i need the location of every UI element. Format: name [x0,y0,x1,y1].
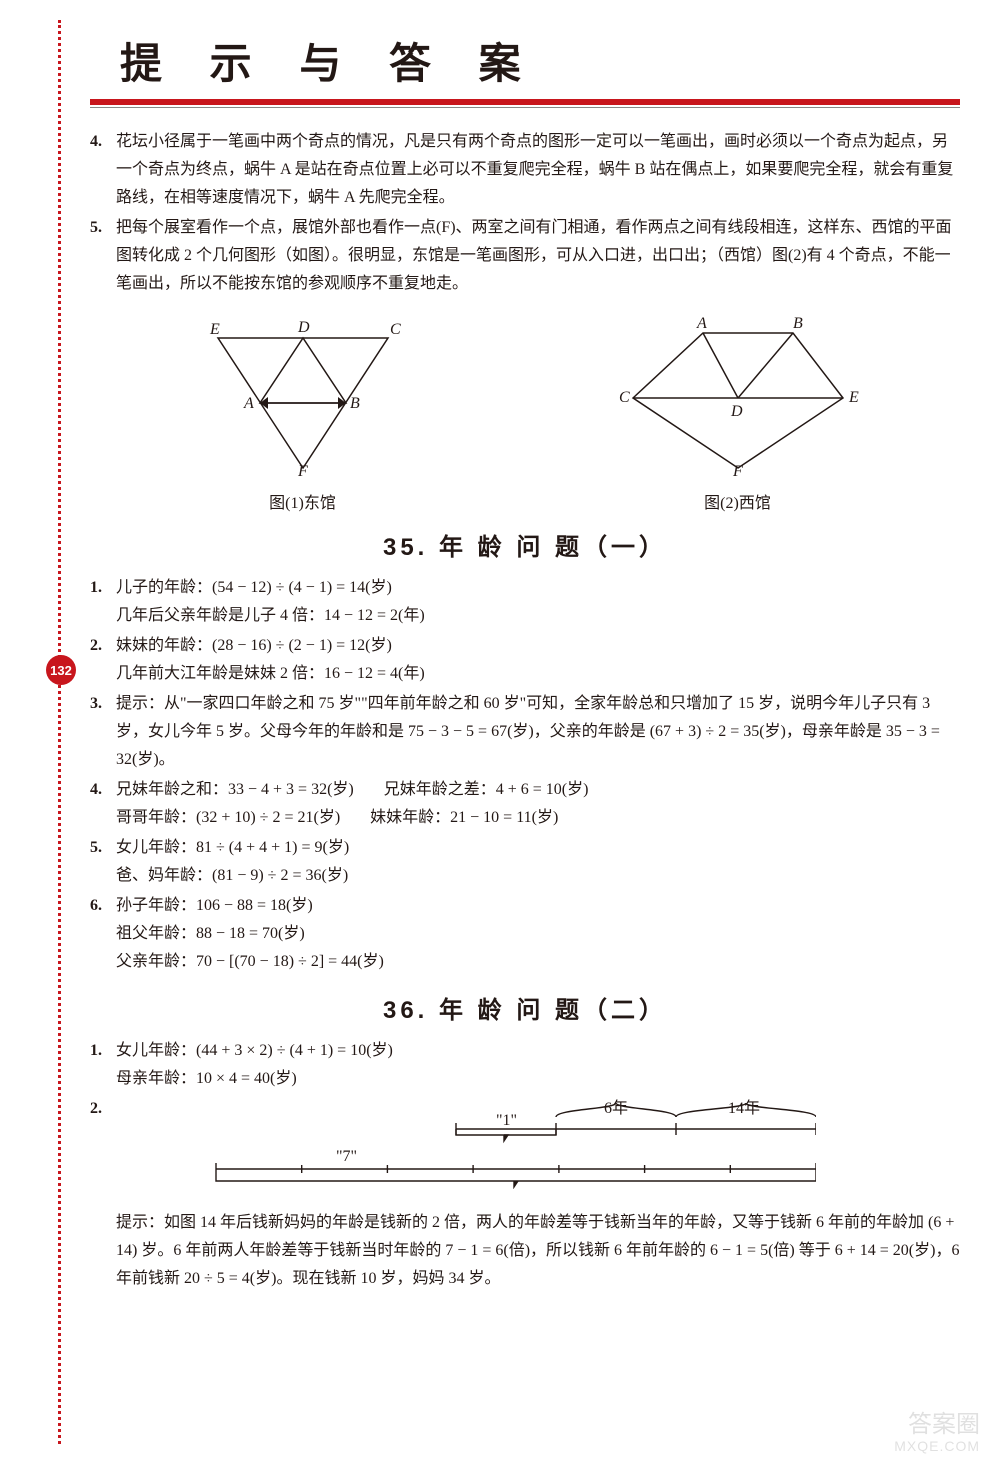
line: 儿子的年龄：(54 − 12) ÷ (4 − 1) = 14(岁) [116,574,960,602]
figure-1-caption: 图(1)东馆 [188,489,418,513]
s35-item-4: 4. 兄妹年龄之和：33 − 4 + 3 = 32(岁) 兄妹年龄之差：4 + … [90,776,960,832]
section-35-title: 35. 年 龄 问 题（一） [90,527,960,562]
watermark: 答案圈 MXQE.COM [894,1412,980,1454]
item-number: 2. [90,632,116,688]
item-body: 提示：从"一家四口年龄之和 75 岁""四年前年龄之和 60 岁"可知，全家年龄… [116,690,960,774]
s36-q2-diagram: "1" 6年 14年 "7" [116,1099,816,1189]
line: 女儿年龄：81 ÷ (4 + 4 + 1) = 9(岁) [116,834,960,862]
s36-item-2: 2. [90,1095,960,1293]
line: 妹妹的年龄：(28 − 16) ÷ (2 − 1) = 12(岁) [116,632,960,660]
s35-item-3: 3. 提示：从"一家四口年龄之和 75 岁""四年前年龄之和 60 岁"可知，全… [90,690,960,774]
line: 哥哥年龄：(32 + 10) ÷ 2 = 21(岁) [116,804,340,832]
line: 兄妹年龄之差：4 + 6 = 10(岁) [384,776,589,804]
diagram-label-1: "1" [496,1112,517,1129]
line: 女儿年龄：(44 + 3 × 2) ÷ (4 + 1) = 10(岁) [116,1037,960,1065]
item-body: 花坛小径属于一笔画中两个奇点的情况，凡是只有两个奇点的图形一定可以一笔画出，画时… [116,128,960,212]
line: 孙子年龄：106 − 88 = 18(岁) [116,892,960,920]
item-number: 3. [90,690,116,774]
fig2-label-C: C [619,389,630,406]
line: 几年后父亲年龄是儿子 4 倍：14 − 12 = 2(年) [116,602,960,630]
fig2-label-E: E [848,389,859,406]
s35-item-5: 5. 女儿年龄：81 ÷ (4 + 4 + 1) = 9(岁) 爸、妈年龄：(8… [90,834,960,890]
item-number: 4. [90,776,116,832]
item-number: 4. [90,128,116,212]
figure-1-svg: E D C A B F [188,308,418,478]
watermark-top: 答案圈 [894,1412,980,1438]
item-body: 兄妹年龄之和：33 − 4 + 3 = 32(岁) 兄妹年龄之差：4 + 6 =… [116,776,960,832]
line: 兄妹年龄之和：33 − 4 + 3 = 32(岁) [116,776,354,804]
figures-row: E D C A B F 图(1)东馆 A [90,308,960,513]
rule-red [90,99,960,105]
s35-item-1: 1. 儿子的年龄：(54 − 12) ÷ (4 − 1) = 14(岁) 几年后… [90,574,960,630]
fig1-label-E: E [209,321,220,338]
item-body: "1" 6年 14年 "7" 提示：如图 14 年后钱新妈妈的年龄是钱新的 2 … [116,1095,960,1293]
line: 几年前大江年龄是妹妹 2 倍：16 − 12 = 4(年) [116,660,960,688]
s36-q2-hint: 提示：如图 14 年后钱新妈妈的年龄是钱新的 2 倍，两人的年龄差等于钱新当年的… [116,1209,960,1293]
item-number: 6. [90,892,116,976]
watermark-sub: MXQE.COM [894,1439,980,1454]
fig1-label-F: F [297,463,308,478]
s35-item-6: 6. 孙子年龄：106 − 88 = 18(岁) 祖父年龄：88 − 18 = … [90,892,960,976]
s36-item-1: 1. 女儿年龄：(44 + 3 × 2) ÷ (4 + 1) = 10(岁) 母… [90,1037,960,1093]
fig2-label-A: A [696,315,707,332]
fig2-label-F: F [732,463,743,478]
section-36-title: 36. 年 龄 问 题（二） [90,990,960,1025]
item-body: 孙子年龄：106 − 88 = 18(岁) 祖父年龄：88 − 18 = 70(… [116,892,960,976]
figure-2-caption: 图(2)西馆 [613,489,863,513]
answer-item-5: 5. 把每个展室看作一个点，展馆外部也看作一点(F)、两室之间有门相通，看作两点… [90,214,960,298]
item-body: 儿子的年龄：(54 − 12) ÷ (4 − 1) = 14(岁) 几年后父亲年… [116,574,960,630]
fig1-label-D: D [297,319,310,336]
item-number: 5. [90,834,116,890]
line: 妹妹年龄：21 − 10 = 11(岁) [370,804,558,832]
figure-2: A B C D E F 图(2)西馆 [613,308,863,513]
fig2-label-B: B [793,315,803,332]
line: 爸、妈年龄：(81 − 9) ÷ 2 = 36(岁) [116,862,960,890]
item-body: 女儿年龄：81 ÷ (4 + 4 + 1) = 9(岁) 爸、妈年龄：(81 −… [116,834,960,890]
fig1-label-A: A [243,395,254,412]
page-title: 提 示 与 答 案 [120,30,960,91]
item-body: 把每个展室看作一个点，展馆外部也看作一点(F)、两室之间有门相通，看作两点之间有… [116,214,960,298]
item-number: 2. [90,1095,116,1293]
fig2-label-D: D [730,403,743,420]
item-number: 5. [90,214,116,298]
line: 母亲年龄：10 × 4 = 40(岁) [116,1065,960,1093]
fig1-label-B: B [350,395,360,412]
s35-item-2: 2. 妹妹的年龄：(28 − 16) ÷ (2 − 1) = 12(岁) 几年前… [90,632,960,688]
item-body: 女儿年龄：(44 + 3 × 2) ÷ (4 + 1) = 10(岁) 母亲年龄… [116,1037,960,1093]
diagram-label-6y: 6年 [604,1099,628,1117]
answer-item-4: 4. 花坛小径属于一笔画中两个奇点的情况，凡是只有两个奇点的图形一定可以一笔画出… [90,128,960,212]
diagram-label-7: "7" [336,1148,357,1165]
page-content: 提 示 与 答 案 4. 花坛小径属于一笔画中两个奇点的情况，凡是只有两个奇点的… [90,20,960,1295]
item-body: 妹妹的年龄：(28 − 16) ÷ (2 − 1) = 12(岁) 几年前大江年… [116,632,960,688]
line: 父亲年龄：70 − [(70 − 18) ÷ 2] = 44(岁) [116,948,960,976]
line: 祖父年龄：88 − 18 = 70(岁) [116,920,960,948]
item-number: 1. [90,574,116,630]
diagram-label-14y: 14年 [728,1099,760,1117]
dotted-margin [58,20,61,1444]
fig1-label-C: C [390,321,401,338]
item-number: 1. [90,1037,116,1093]
figure-1: E D C A B F 图(1)东馆 [188,308,418,513]
figure-2-svg: A B C D E F [613,308,863,478]
page-number-badge: 132 [46,655,76,685]
rule-thin [90,107,960,108]
